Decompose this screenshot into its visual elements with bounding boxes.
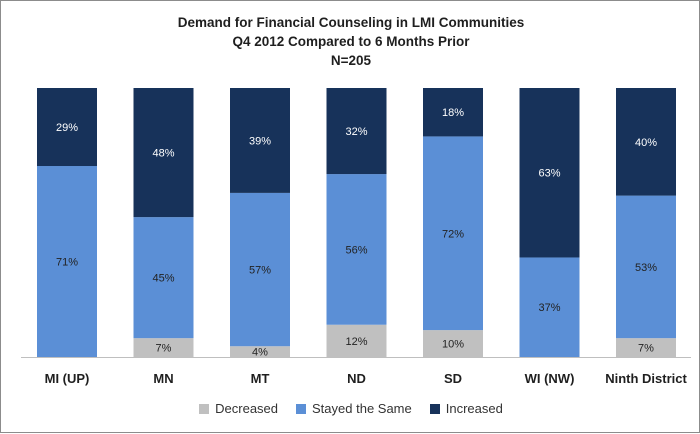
- data-label-increased-mi-up: 29%: [56, 122, 78, 134]
- legend-item-increased: Increased: [429, 401, 503, 416]
- data-label-decreased-nd: 12%: [345, 336, 367, 348]
- data-label-increased-ninth-district: 40%: [635, 137, 657, 149]
- bar-decreased-nd: [326, 324, 387, 357]
- data-label-stayed-the-same-mt: 57%: [249, 265, 271, 277]
- legend-item-decreased: Decreased: [199, 401, 278, 416]
- bar-decreased-sd: [423, 330, 483, 357]
- bar-increased-mt: [230, 88, 290, 193]
- bar-decreased-mn: [133, 338, 194, 357]
- bar-increased-wi-nw: [519, 88, 580, 258]
- data-label-decreased-mt: 4%: [252, 347, 268, 359]
- legend-swatch-stayed-the-same: [296, 403, 307, 414]
- category-label-wi-nw: WI (NW): [525, 371, 575, 386]
- bar-stayed-the-same-mt: [230, 192, 290, 347]
- legend: Decreased Stayed the Same Increased: [1, 401, 700, 416]
- data-label-stayed-the-same-mi-up: 71%: [56, 257, 78, 269]
- bar-stayed-the-same-nd: [326, 174, 387, 325]
- data-label-increased-sd: 18%: [442, 107, 464, 119]
- data-label-stayed-the-same-wi-nw: 37%: [538, 302, 560, 314]
- legend-label-decreased: Decreased: [215, 401, 279, 416]
- legend-label-increased: Increased: [445, 401, 503, 416]
- bar-increased-mi-up: [37, 88, 97, 167]
- category-label-mi-up: MI (UP): [45, 371, 90, 386]
- category-label-ninth-district: Ninth District: [605, 371, 687, 386]
- chart-subtitle: Q4 2012 Compared to 6 Months Prior: [232, 34, 470, 49]
- category-label-nd: ND: [347, 371, 366, 386]
- data-label-increased-nd: 32%: [345, 126, 367, 138]
- bar-stayed-the-same-ninth-district: [616, 195, 676, 339]
- category-label-mn: MN: [153, 371, 173, 386]
- legend-item-stayed-the-same: Stayed the Same: [296, 401, 412, 416]
- category-label-sd: SD: [444, 371, 462, 386]
- chart-note: N=205: [330, 53, 372, 68]
- bar-stayed-the-same-sd: [423, 136, 483, 331]
- data-label-stayed-the-same-nd: 56%: [345, 244, 367, 256]
- chart-title-block: Demand for Financial Counseling in LMI C…: [1, 13, 700, 70]
- data-label-stayed-the-same-mn: 45%: [152, 273, 174, 285]
- bar-increased-nd: [326, 88, 387, 175]
- category-label-mt: MT: [251, 371, 270, 386]
- bar-stayed-the-same-mn: [133, 217, 194, 339]
- bar-stayed-the-same-wi-nw: [519, 257, 580, 357]
- bar-increased-mn: [133, 88, 194, 218]
- data-label-increased-mn: 48%: [152, 148, 174, 160]
- data-label-decreased-mn: 7%: [156, 343, 172, 355]
- bar-decreased-mt: [230, 346, 290, 357]
- legend-swatch-increased: [429, 403, 440, 414]
- legend-swatch-decreased: [199, 403, 210, 414]
- chart-title: Demand for Financial Counseling in LMI C…: [177, 15, 525, 30]
- data-label-stayed-the-same-ninth-district: 53%: [635, 262, 657, 274]
- legend-label-stayed-the-same: Stayed the Same: [312, 401, 412, 416]
- data-label-stayed-the-same-sd: 72%: [442, 228, 464, 240]
- data-label-increased-wi-nw: 63%: [538, 168, 560, 180]
- bar-decreased-ninth-district: [616, 338, 676, 357]
- data-label-decreased-ninth-district: 7%: [638, 343, 654, 355]
- bar-increased-sd: [423, 88, 483, 137]
- bar-increased-ninth-district: [616, 88, 676, 196]
- data-label-decreased-sd: 10%: [442, 339, 464, 351]
- bar-stayed-the-same-mi-up: [37, 166, 97, 357]
- data-label-increased-mt: 39%: [249, 135, 271, 147]
